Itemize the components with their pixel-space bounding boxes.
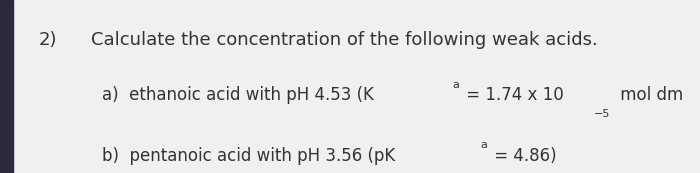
Text: b)  pentanoic acid with pH 3.56 (pK: b) pentanoic acid with pH 3.56 (pK xyxy=(102,147,395,165)
Text: a)  ethanoic acid with pH 4.53 (K: a) ethanoic acid with pH 4.53 (K xyxy=(102,86,373,104)
Text: Calculate the concentration of the following weak acids.: Calculate the concentration of the follo… xyxy=(91,31,598,49)
Text: 2): 2) xyxy=(38,31,57,49)
Text: = 1.74 x 10: = 1.74 x 10 xyxy=(461,86,564,104)
Text: a: a xyxy=(480,140,486,150)
Text: = 4.86): = 4.86) xyxy=(489,147,556,165)
Bar xyxy=(0,0,13,173)
Text: mol dm: mol dm xyxy=(615,86,683,104)
Text: −5: −5 xyxy=(594,109,610,119)
Text: a: a xyxy=(452,80,459,90)
